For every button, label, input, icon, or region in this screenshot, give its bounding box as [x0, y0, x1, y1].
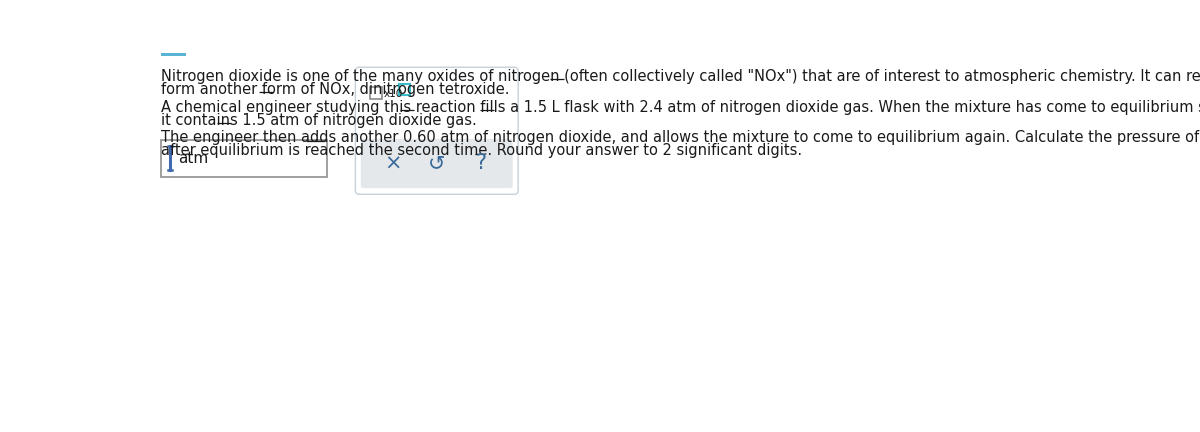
- FancyBboxPatch shape: [398, 84, 409, 95]
- FancyBboxPatch shape: [361, 139, 512, 188]
- Text: after equilibrium is reached the second time. Round your answer to 2 significant: after equilibrium is reached the second …: [161, 143, 802, 159]
- Text: atm: atm: [178, 151, 208, 165]
- Text: Nitrogen dioxide is one of the many oxides of nitrogen (often collectively calle: Nitrogen dioxide is one of the many oxid…: [161, 69, 1200, 84]
- Text: form another form of NOx, dinitrogen tetroxide.: form another form of NOx, dinitrogen tet…: [161, 82, 509, 97]
- FancyBboxPatch shape: [370, 87, 382, 99]
- FancyBboxPatch shape: [355, 67, 518, 194]
- Text: it contains 1.5 atm of nitrogen dioxide gas.: it contains 1.5 atm of nitrogen dioxide …: [161, 113, 476, 128]
- Text: ↺: ↺: [428, 153, 445, 174]
- FancyBboxPatch shape: [161, 53, 186, 57]
- Text: A chemical engineer studying this reaction fills a 1.5 L flask with 2.4 atm of n: A chemical engineer studying this reacti…: [161, 100, 1200, 114]
- Text: x10: x10: [383, 89, 402, 99]
- Text: ×: ×: [384, 153, 401, 174]
- Text: The engineer then adds another 0.60 atm of nitrogen dioxide, and allows the mixt: The engineer then adds another 0.60 atm …: [161, 130, 1200, 146]
- FancyBboxPatch shape: [161, 140, 328, 177]
- Text: ?: ?: [475, 153, 486, 174]
